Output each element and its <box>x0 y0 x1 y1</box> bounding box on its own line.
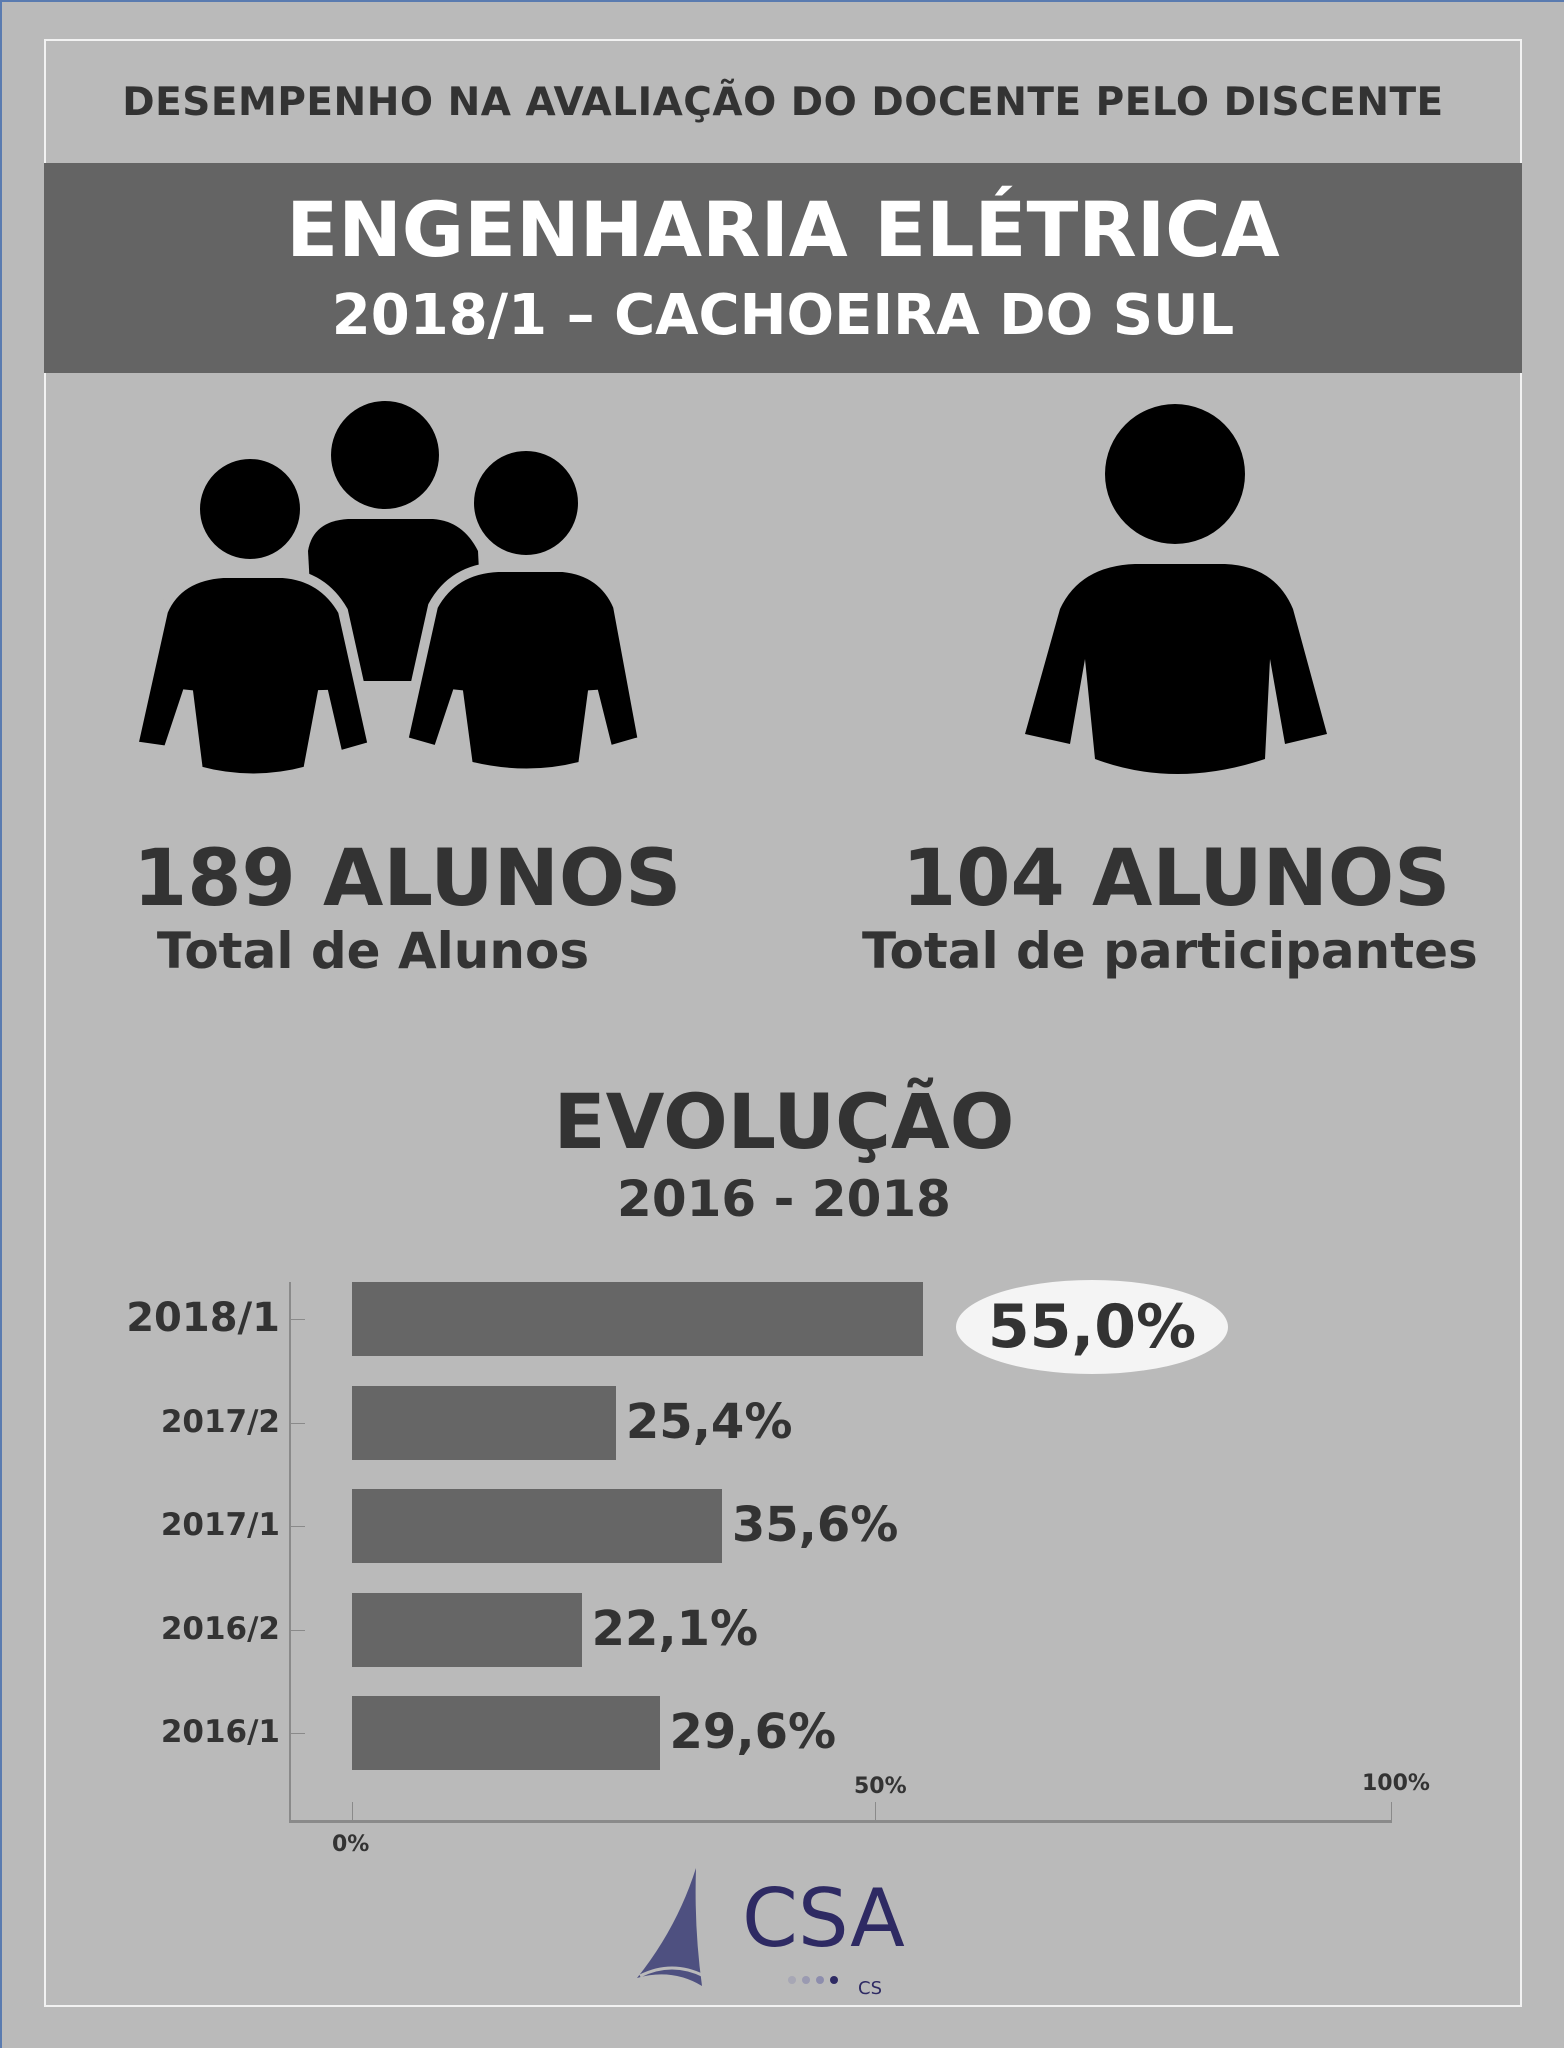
participants-value: 104 ALUNOS <box>902 834 1451 924</box>
x-tick-label: 50% <box>854 1774 907 1799</box>
x-tick-50 <box>875 1802 876 1820</box>
category-label: 2016/1 <box>160 1714 280 1750</box>
period-campus: 2018/1 – CACHOEIRA DO SUL <box>331 283 1235 348</box>
category-label: 2017/2 <box>160 1403 280 1440</box>
logo-text: CSA <box>742 1872 905 1965</box>
evolution-title: EVOLUÇÃO <box>553 1077 1015 1166</box>
x-tick-100 <box>1391 1802 1392 1820</box>
total-students-value: 189 ALUNOS <box>133 834 682 924</box>
category-label: 2018/1 <box>126 1295 280 1341</box>
group-people-icon <box>133 401 643 784</box>
y-axis <box>289 1282 291 1822</box>
y-tick <box>289 1629 305 1631</box>
y-tick <box>289 1319 305 1320</box>
category-label: 2017/1 <box>160 1507 280 1543</box>
x-axis <box>289 1820 1392 1823</box>
value-label: 25,4% <box>625 1393 793 1450</box>
value-label: 35,6% <box>731 1497 899 1553</box>
bar-2016-2 <box>352 1592 582 1667</box>
bar-2018-1 <box>352 1282 924 1356</box>
x-tick-label: 0% <box>332 1832 370 1857</box>
course-banner: ENGENHARIA ELÉTRICA 2018/1 – CACHOEIRA D… <box>44 163 1522 373</box>
y-tick <box>289 1422 305 1424</box>
category-label: 2016/2 <box>160 1610 280 1647</box>
top-heading: DESEMPENHO NA AVALIAÇÃO DO DOCENTE PELO … <box>122 80 1444 125</box>
total-students-label: Total de Alunos <box>156 922 590 980</box>
person-icon <box>1025 404 1327 774</box>
evolution-range: 2016 - 2018 <box>617 1170 951 1228</box>
participants-label: Total de participantes <box>862 922 1478 980</box>
y-tick <box>289 1526 305 1527</box>
bar-2016-1 <box>352 1696 660 1770</box>
x-tick-0 <box>352 1802 353 1820</box>
x-tick-label: 100% <box>1362 1771 1430 1796</box>
value-label: 22,1% <box>591 1600 759 1657</box>
bar-2017-2 <box>352 1385 616 1460</box>
logo-subtext: CS <box>858 1978 882 1999</box>
course-title: ENGENHARIA ELÉTRICA <box>286 185 1280 274</box>
csa-logo: CSA CS <box>637 1868 905 1999</box>
value-label: 29,6% <box>669 1704 837 1760</box>
highlight-value-label: 55,0% <box>956 1280 1228 1374</box>
bar-2017-1 <box>352 1489 722 1563</box>
content-frame <box>44 39 1522 2007</box>
y-tick <box>289 1733 305 1734</box>
